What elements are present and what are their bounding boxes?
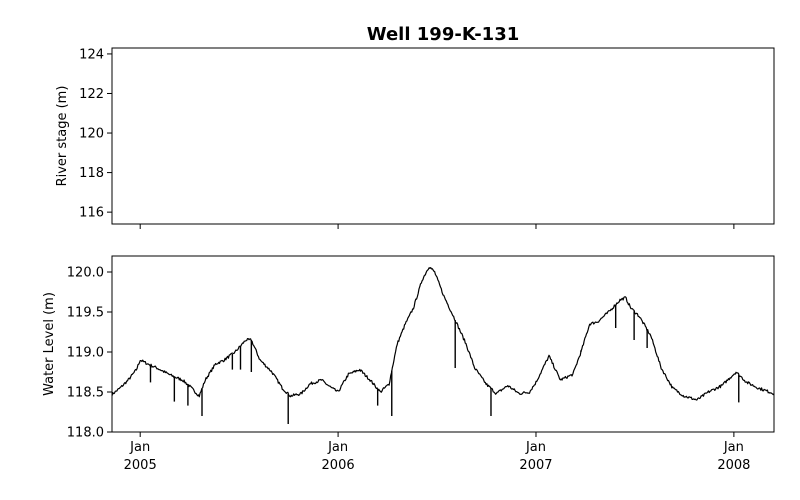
x-tick-year-label: 2005: [124, 458, 157, 473]
water-level-line: [111, 267, 775, 401]
x-tick-year-label: 2008: [717, 458, 750, 473]
water-level-y-tick-label: 119.5: [67, 306, 104, 321]
river-stage-y-axis-label: River stage (m): [55, 86, 70, 187]
water-level-y-ticks: 118.0 118.5 119.0 119.5 120.0: [67, 266, 112, 441]
water-level-x-ticks: Jan 2005 Jan 2006 Jan 2007 Jan 2008: [124, 432, 750, 473]
river-stage-x-ticks: [139, 224, 735, 229]
river-stage-y-ticks: 116 118 120 122 124: [79, 47, 112, 221]
x-tick-month-label: Jan: [327, 440, 348, 455]
river-stage-y-tick-label: 122: [79, 87, 104, 102]
chart-title: Well 199-K-131: [367, 24, 520, 45]
water-level-y-axis-label: Water Level (m): [42, 292, 57, 396]
x-tick-month-label: Jan: [525, 440, 546, 455]
water-level-y-tick-label: 119.0: [67, 346, 104, 361]
x-tick-month-label: Jan: [129, 440, 150, 455]
water-level-y-tick-label: 118.0: [67, 426, 104, 441]
water-level-y-tick-label: 120.0: [67, 266, 104, 281]
river-stage-plot-frame: [111, 47, 775, 225]
x-tick-year-label: 2006: [322, 458, 355, 473]
water-level-series: [111, 267, 775, 424]
water-level-panel: 118.0 118.5 119.0 119.5 120.0 Jan 2005 Jan 2006…: [42, 255, 775, 473]
water-level-y-tick-label: 118.5: [67, 386, 104, 401]
river-stage-y-tick-label: 124: [79, 47, 104, 62]
x-tick-month-label: Jan: [723, 440, 744, 455]
river-stage-y-tick-label: 116: [79, 206, 104, 221]
water-level-plot-frame: [111, 255, 775, 433]
x-tick-year-label: 2007: [519, 458, 552, 473]
river-stage-y-tick-label: 118: [79, 166, 104, 181]
river-stage-panel: 116 118 120 122 124 River stage (m): [55, 47, 775, 229]
river-stage-y-tick-label: 120: [79, 127, 104, 142]
